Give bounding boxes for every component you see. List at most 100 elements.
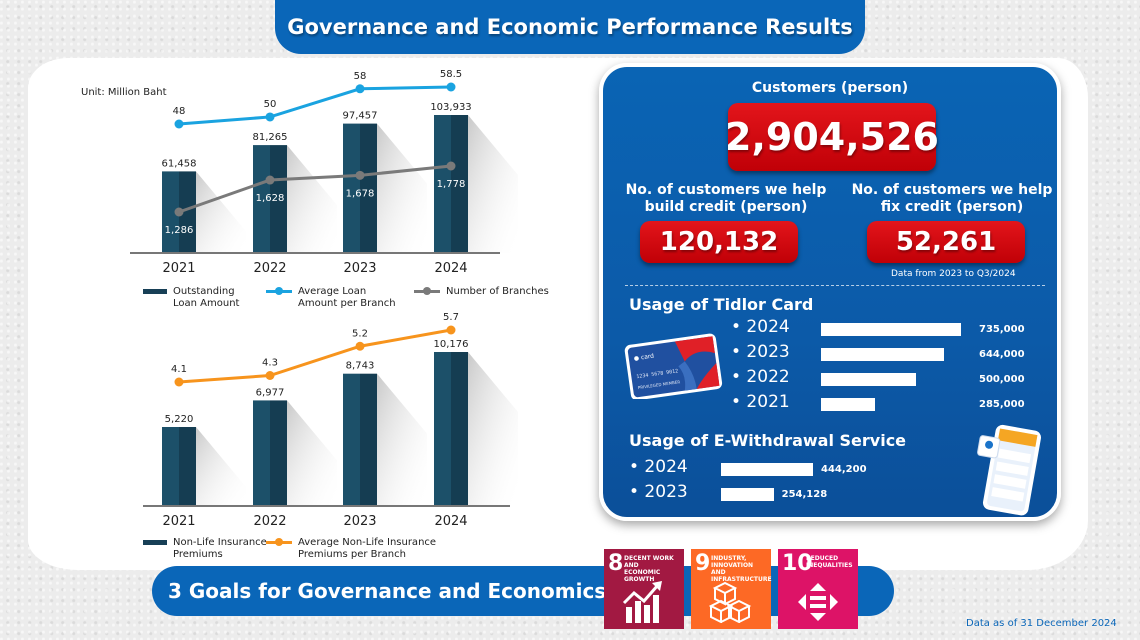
sdg-number: 8 bbox=[608, 551, 624, 576]
bar-dark-half bbox=[360, 373, 377, 506]
legend-branches: Number of Branches bbox=[414, 286, 549, 298]
line-point bbox=[446, 325, 456, 335]
sdg-label: AND INFRASTRUCTURE bbox=[711, 569, 772, 583]
line-average-loan-amount-per-branch bbox=[178, 85, 452, 126]
bar-dark-half bbox=[270, 400, 287, 506]
x-tick-label: 2023 bbox=[343, 261, 376, 276]
line-value-label: 48 bbox=[173, 106, 186, 117]
usage-bar-2023 bbox=[821, 348, 944, 361]
legend-bar-swatch bbox=[143, 540, 167, 545]
x-tick-label: 2024 bbox=[434, 261, 467, 276]
mobile-app-icon bbox=[977, 424, 1041, 516]
goals-title: 3 Goals for Governance and Economics bbox=[168, 579, 607, 603]
line-point bbox=[174, 207, 184, 217]
bar-dark-half bbox=[360, 123, 377, 253]
section-divider bbox=[625, 285, 1045, 286]
sdg-label: INEQUALITIES bbox=[806, 562, 853, 569]
bar-2021 bbox=[162, 171, 179, 253]
bar-shadow bbox=[196, 171, 246, 253]
customers-value: 2,904,526 bbox=[725, 103, 939, 171]
growth-chart-icon bbox=[622, 581, 662, 623]
fix-credit-title: No. of customers we help fix credit (pers… bbox=[847, 182, 1057, 216]
x-tick-label: 2021 bbox=[162, 514, 195, 529]
line-value-label: 58 bbox=[354, 71, 367, 82]
bar-value-label: 61,458 bbox=[162, 158, 197, 169]
x-tick-label: 2022 bbox=[253, 261, 286, 276]
legend-nonlife-premiums: Non-Life Insurance Premiums bbox=[143, 537, 267, 561]
credit-card-icon: ● card 1234 5678 9012 PRIVILEGED MEMBER bbox=[624, 333, 723, 399]
line-point bbox=[265, 175, 275, 185]
legend-text: Average Non-Life Insurance bbox=[298, 537, 437, 548]
year-label: • 2022 bbox=[731, 367, 790, 387]
unit-label: Unit: Million Baht bbox=[81, 87, 167, 98]
bar-dark-half bbox=[179, 171, 196, 253]
sdg-number: 9 bbox=[695, 551, 711, 576]
line-point bbox=[265, 112, 275, 122]
legend-text: Average Loan bbox=[298, 286, 367, 297]
bar-value-label: 10,176 bbox=[434, 339, 469, 350]
legend-text: Amount per Branch bbox=[298, 298, 396, 309]
x-tick-label: 2024 bbox=[434, 514, 467, 529]
svg-text:1234 5678 9012: 1234 5678 9012 bbox=[636, 368, 679, 380]
data-range-note: Data from 2023 to Q3/2024 bbox=[891, 269, 1016, 279]
usage-bar-2022 bbox=[821, 373, 917, 386]
svg-text:PRIVILEGED MEMBER: PRIVILEGED MEMBER bbox=[638, 379, 681, 390]
year-label: • 2021 bbox=[731, 392, 790, 412]
bar-value-label: 97,457 bbox=[343, 111, 378, 122]
legend-text: Premiums bbox=[173, 549, 223, 560]
bar-shadow bbox=[377, 123, 427, 253]
line-number-of-branches bbox=[178, 164, 452, 214]
usage-bar-2024 bbox=[821, 323, 961, 336]
usage-value: 444,200 bbox=[821, 464, 867, 475]
bar-2022 bbox=[253, 145, 270, 253]
usage-bar-2024 bbox=[721, 463, 813, 476]
bar-2022 bbox=[253, 400, 270, 506]
bar-shadow bbox=[468, 352, 518, 506]
line-point bbox=[355, 84, 365, 94]
tidlor-card-title: Usage of Tidlor Card bbox=[629, 295, 814, 314]
usage-value: 254,128 bbox=[781, 489, 828, 500]
line-value-label: 4.3 bbox=[262, 358, 278, 369]
line-value-label: 1,778 bbox=[437, 179, 466, 190]
legend-line-swatch bbox=[266, 287, 292, 295]
legend-text: Premiums per Branch bbox=[298, 549, 406, 560]
legend-avg-nonlife: Average Non-Life Insurance Premiums per B… bbox=[266, 537, 436, 561]
bar-dark-half bbox=[451, 115, 468, 253]
line-value-label: 5.7 bbox=[443, 312, 459, 323]
line-value-label: 50 bbox=[264, 99, 277, 110]
legend-line-swatch bbox=[414, 287, 440, 295]
legend-outstanding-loan: Outstanding Loan Amount bbox=[143, 286, 239, 310]
loan-chart: 61,458 81,265 97,457 103,933 2021 2022 2023 202… bbox=[130, 69, 518, 276]
bar-shadow bbox=[377, 373, 427, 506]
bar-dark-half bbox=[270, 145, 287, 253]
bar-2021 bbox=[162, 427, 179, 506]
legend-bar-swatch bbox=[143, 289, 167, 294]
bar-dark-half bbox=[179, 427, 196, 506]
bar-value-label: 5,220 bbox=[165, 414, 194, 425]
fix-credit-title-line: No. of customers we help bbox=[851, 182, 1053, 198]
legend-line-swatch bbox=[266, 538, 292, 546]
customer-panel: Customers (person) 2,904,526 No. of cust… bbox=[599, 63, 1061, 521]
insurance-chart: 5,220 6,977 8,743 10,176 2021 2022 2023 2024 4.1… bbox=[143, 312, 518, 529]
data-as-of-note: Data as of 31 December 2024 bbox=[966, 618, 1117, 629]
bar-2023 bbox=[343, 123, 360, 253]
usage-value: 735,000 bbox=[979, 324, 1025, 335]
bar-2024 bbox=[434, 352, 451, 506]
bar-2023 bbox=[343, 373, 360, 506]
bar-value-label: 103,933 bbox=[430, 102, 471, 113]
bar-value-label: 8,743 bbox=[346, 361, 375, 372]
usage-value: 285,000 bbox=[979, 399, 1025, 410]
year-label: • 2024 bbox=[731, 317, 790, 337]
bar-shadow bbox=[196, 427, 246, 506]
line-value-label: 1,286 bbox=[165, 225, 194, 236]
sdg-10-tile: 10 REDUCED INEQUALITIES bbox=[778, 549, 858, 629]
fix-credit-title-line: fix credit (person) bbox=[880, 199, 1024, 215]
line-point bbox=[446, 161, 456, 171]
sdg-label: INDUSTRY, INNOVATION bbox=[711, 555, 754, 569]
year-label: • 2023 bbox=[629, 482, 688, 502]
line-average-non-life-insurance-premiums-per-branch bbox=[178, 328, 452, 384]
bar-dark-half bbox=[451, 352, 468, 506]
line-point bbox=[265, 371, 275, 380]
build-credit-title-line: No. of customers we help bbox=[625, 182, 827, 198]
sdg-label: ECONOMIC GROWTH bbox=[624, 569, 661, 583]
